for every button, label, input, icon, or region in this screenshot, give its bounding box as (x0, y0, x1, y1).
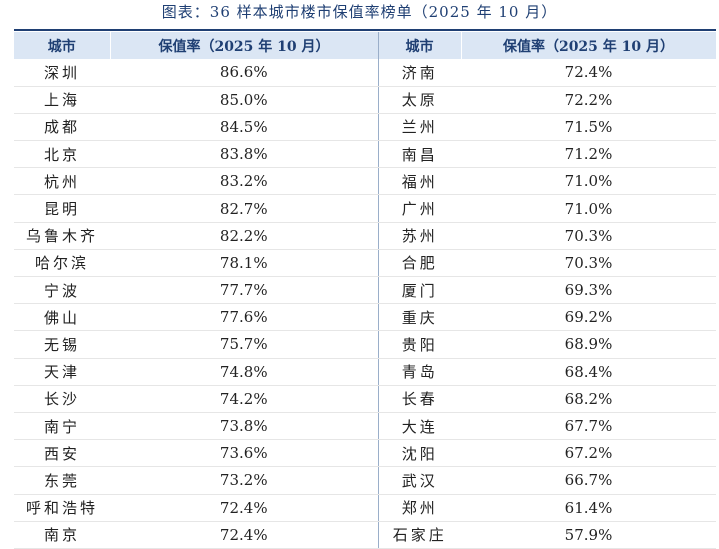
table-row: 哈尔滨 78.1% 合肥 70.3% (14, 249, 716, 278)
rate-left-cell: 82.2% (110, 222, 379, 250)
rate-right-cell: 66.7% (461, 466, 716, 495)
city-right-cell: 合肥 (378, 249, 461, 278)
city-right-cell: 福州 (378, 167, 461, 196)
table-row: 呼和浩特 72.4% 郑州 61.4% (14, 494, 716, 522)
rate-right-cell: 71.2% (461, 140, 716, 169)
city-right-cell: 沈阳 (378, 439, 461, 468)
rate-left-cell: 73.8% (110, 412, 379, 441)
table-row: 长沙 74.2% 长春 68.2% (14, 385, 716, 413)
rate-right-cell: 69.2% (461, 303, 716, 332)
city-left-cell: 昆明 (14, 194, 110, 223)
table-row: 杭州 83.2% 福州 71.0% (14, 167, 716, 196)
header-city-left: 城市 (14, 32, 111, 59)
table-row: 西安 73.6% 沈阳 67.2% (14, 439, 716, 468)
table-row: 昆明 82.7% 广州 71.0% (14, 194, 716, 223)
table-row: 南宁 73.8% 大连 67.7% (14, 412, 716, 441)
rate-left-cell: 86.6% (110, 59, 379, 87)
rate-right-cell: 71.0% (461, 167, 716, 196)
city-right-cell: 南昌 (378, 140, 461, 169)
rate-right-cell: 68.9% (461, 330, 716, 359)
city-left-cell: 宁波 (14, 276, 110, 305)
rate-right-cell: 67.2% (461, 439, 716, 468)
rate-right-cell: 68.4% (461, 358, 716, 386)
city-left-cell: 乌鲁木齐 (14, 222, 110, 250)
rate-right-cell: 72.4% (461, 59, 716, 87)
table-row: 南京 72.4% 石家庄 57.9% (14, 521, 716, 549)
header-rate-left: 保值率（2025 年 10 月） (110, 32, 379, 59)
city-left-cell: 南宁 (14, 412, 110, 441)
table-row: 上海 85.0% 太原 72.2% (14, 86, 716, 114)
city-left-cell: 佛山 (14, 303, 110, 332)
rate-right-cell: 72.2% (461, 86, 716, 114)
table-row: 东莞 73.2% 武汉 66.7% (14, 466, 716, 495)
city-left-cell: 西安 (14, 439, 110, 468)
rate-left-cell: 74.2% (110, 385, 379, 413)
table-row: 佛山 77.6% 重庆 69.2% (14, 303, 716, 332)
rate-right-cell: 68.2% (461, 385, 716, 413)
rate-left-cell: 75.7% (110, 330, 379, 359)
city-left-cell: 哈尔滨 (14, 249, 110, 278)
rate-left-cell: 83.8% (110, 140, 379, 169)
city-right-cell: 长春 (378, 385, 461, 413)
rate-left-cell: 82.7% (110, 194, 379, 223)
city-left-cell: 深圳 (14, 59, 110, 87)
rate-right-cell: 61.4% (461, 494, 716, 522)
city-left-cell: 成都 (14, 113, 110, 142)
city-left-cell: 北京 (14, 140, 110, 169)
rate-left-cell: 78.1% (110, 249, 379, 278)
table-row: 宁波 77.7% 厦门 69.3% (14, 276, 716, 305)
rate-right-cell: 71.5% (461, 113, 716, 142)
table-row: 天津 74.8% 青岛 68.4% (14, 358, 716, 386)
table-row: 无锡 75.7% 贵阳 68.9% (14, 330, 716, 359)
city-left-cell: 长沙 (14, 385, 110, 413)
rate-left-cell: 85.0% (110, 86, 379, 114)
city-left-cell: 杭州 (14, 167, 110, 196)
header-city-right: 城市 (378, 32, 462, 59)
rate-left-cell: 83.2% (110, 167, 379, 196)
city-right-cell: 郑州 (378, 494, 461, 522)
rate-right-cell: 70.3% (461, 222, 716, 250)
city-right-cell: 太原 (378, 86, 461, 114)
city-right-cell: 厦门 (378, 276, 461, 305)
city-left-cell: 东莞 (14, 466, 110, 495)
rate-left-cell: 77.6% (110, 303, 379, 332)
city-left-cell: 呼和浩特 (14, 494, 110, 522)
table-row: 深圳 86.6% 济南 72.4% (14, 59, 716, 87)
rate-left-cell: 77.7% (110, 276, 379, 305)
rate-left-cell: 73.2% (110, 466, 379, 495)
rate-left-cell: 73.6% (110, 439, 379, 468)
table-row: 乌鲁木齐 82.2% 苏州 70.3% (14, 222, 716, 250)
city-right-cell: 大连 (378, 412, 461, 441)
rate-right-cell: 70.3% (461, 249, 716, 278)
rate-right-cell: 69.3% (461, 276, 716, 305)
rate-left-cell: 72.4% (110, 494, 379, 522)
rate-right-cell: 67.7% (461, 412, 716, 441)
rate-left-cell: 74.8% (110, 358, 379, 386)
table-row: 北京 83.8% 南昌 71.2% (14, 140, 716, 169)
rate-left-cell: 72.4% (110, 521, 379, 549)
rate-right-cell: 57.9% (461, 521, 716, 549)
city-left-cell: 无锡 (14, 330, 110, 359)
city-left-cell: 南京 (14, 521, 110, 549)
city-right-cell: 重庆 (378, 303, 461, 332)
city-left-cell: 上海 (14, 86, 110, 114)
city-right-cell: 兰州 (378, 113, 461, 142)
city-right-cell: 济南 (378, 59, 461, 87)
city-left-cell: 天津 (14, 358, 110, 386)
top-rule (14, 29, 716, 31)
city-right-cell: 武汉 (378, 466, 461, 495)
city-right-cell: 贵阳 (378, 330, 461, 359)
rate-left-cell: 84.5% (110, 113, 379, 142)
table-caption: 图表：36 样本城市楼市保值率榜单（2025 年 10 月） (161, 3, 558, 21)
table-body: 深圳 86.6% 济南 72.4% 上海 85.0% 太原 72.2% 成都 84.5% 兰州 71.… (14, 59, 716, 549)
table-header-row: 城市 保值率（2025 年 10 月） 城市 保值率（2025 年 10 月） (14, 32, 717, 59)
city-right-cell: 青岛 (378, 358, 461, 386)
city-right-cell: 石家庄 (378, 521, 461, 549)
value-retention-table: 城市 保值率（2025 年 10 月） 城市 保值率（2025 年 10 月） … (14, 32, 717, 549)
city-right-cell: 广州 (378, 194, 461, 223)
city-right-cell: 苏州 (378, 222, 461, 250)
header-rate-right: 保值率（2025 年 10 月） (461, 32, 717, 59)
table-row: 成都 84.5% 兰州 71.5% (14, 113, 716, 142)
rate-right-cell: 71.0% (461, 194, 716, 223)
